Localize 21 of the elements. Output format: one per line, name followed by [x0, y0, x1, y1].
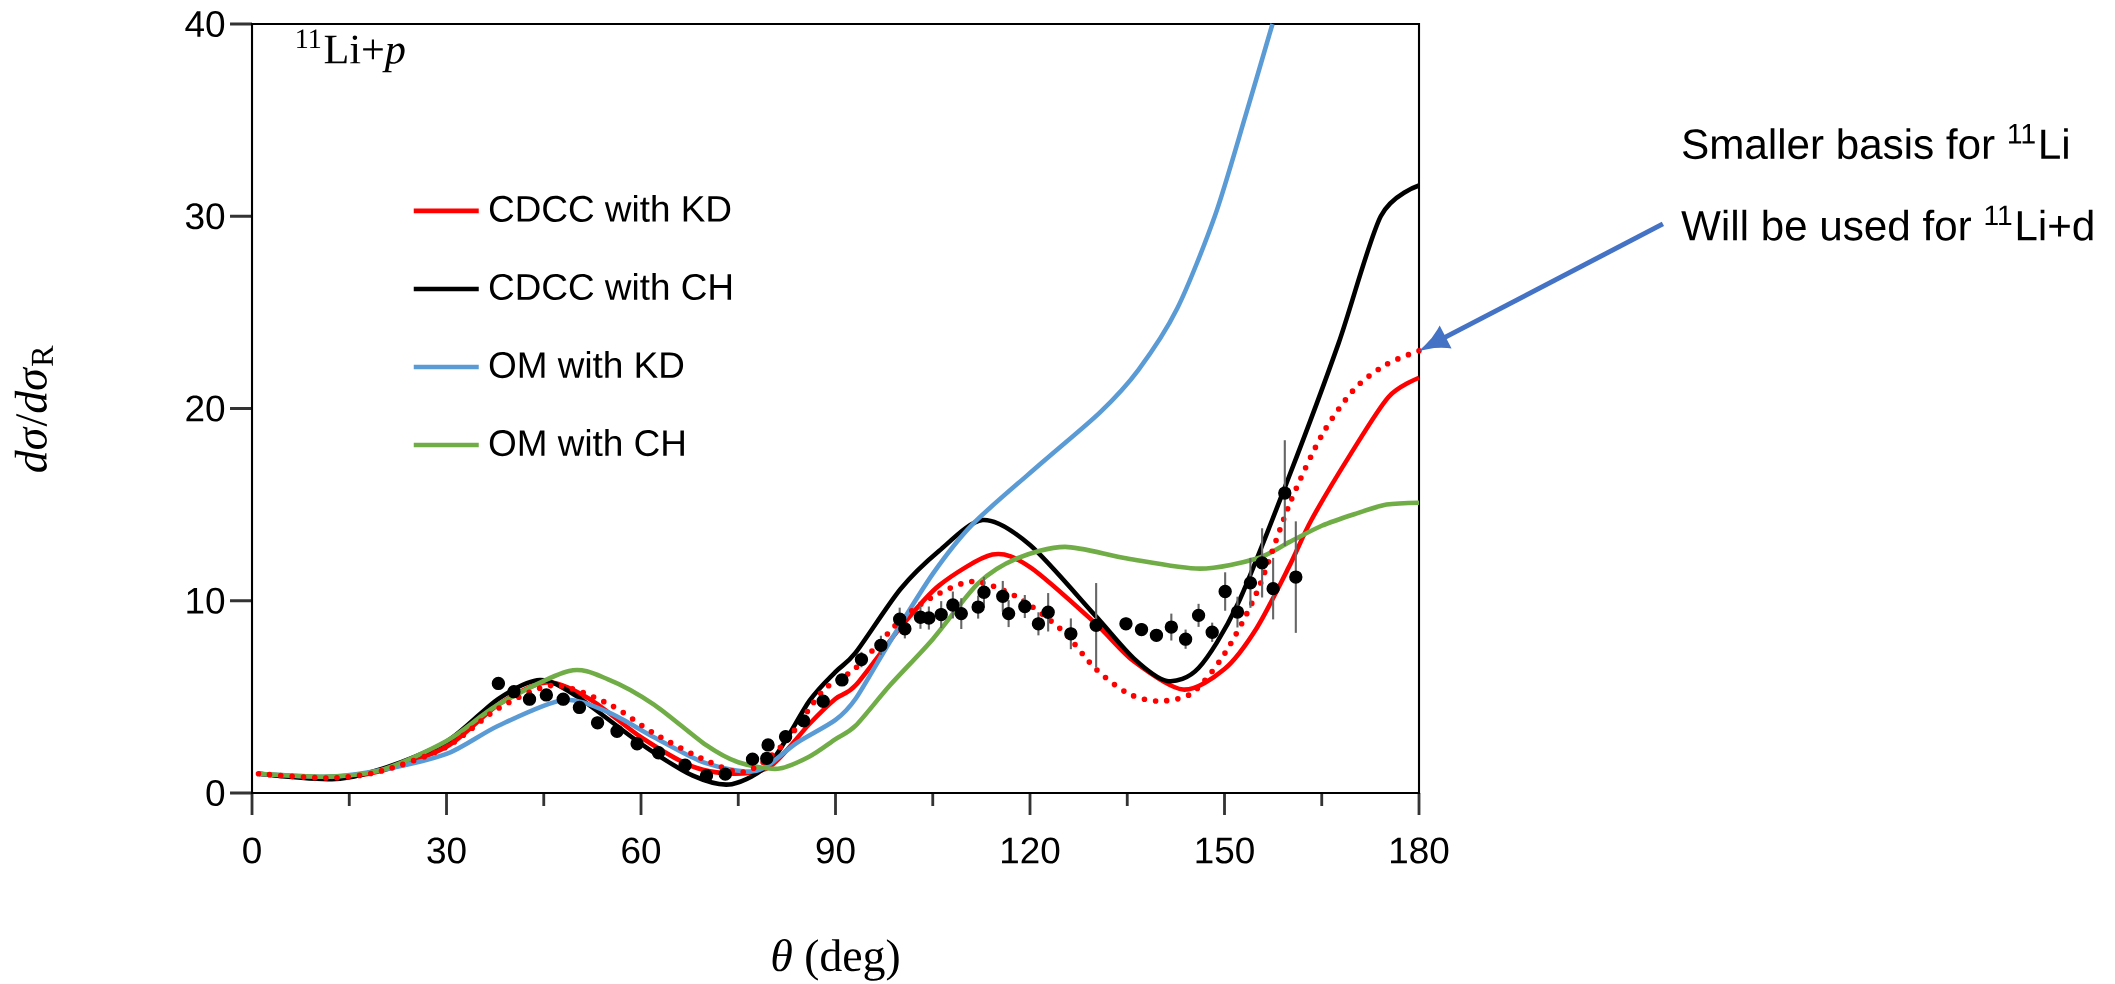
y-tick-label: 10: [187, 587, 225, 614]
x-tick-label: 90: [816, 837, 855, 864]
legend-label: CDCC with KD: [489, 194, 731, 222]
text: Will be used for $^{11}$Li+d: [1681, 205, 2093, 241]
y-axis-title: dσ/dσ$_{R}$: [14, 345, 53, 472]
x-tick-label: 120: [1002, 837, 1060, 864]
x-tick-label: 0: [243, 837, 261, 864]
annotation: $^{11}$Li+p: [297, 29, 405, 73]
x-tick-label: 30: [427, 837, 466, 864]
y-tick-label: 40: [185, 10, 225, 38]
x-tick-label: 150: [1196, 837, 1254, 864]
y-tick-label: 0: [206, 779, 225, 807]
y-tick-label: 20: [186, 395, 225, 422]
x-tick-label: 60: [622, 837, 661, 864]
legend-label: CDCC with CH: [489, 272, 732, 301]
y-tick-label: 30: [185, 203, 225, 230]
legend-label: OM with CH: [489, 429, 684, 457]
x-tick-label: 180: [1391, 837, 1449, 864]
legend-label: OM with KD: [489, 351, 684, 379]
x-axis-title: θ (deg): [772, 938, 899, 981]
text: Smaller basis for $^{11}$Li: [1683, 124, 2068, 160]
